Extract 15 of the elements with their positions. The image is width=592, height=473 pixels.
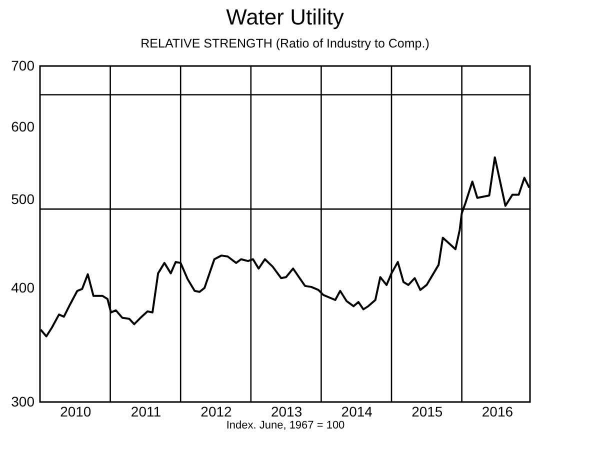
- text: Index. June, 1967 = 100: [226, 420, 345, 432]
- y-tick-label: 700: [11, 58, 35, 74]
- y-tick-label: 300: [11, 394, 35, 410]
- y-tick-label: 500: [11, 190, 35, 207]
- chart-title: Water Utility: [226, 4, 344, 30]
- chart-subtitle: RELATIVE STRENGTH (Ratio of Industry to Comp.): [140, 36, 430, 50]
- y-tick-label: 400: [11, 279, 35, 296]
- x-tick-label: 2014: [341, 404, 373, 420]
- x-tick-label: 2011: [130, 404, 162, 420]
- x-tick-label: 2012: [200, 404, 232, 420]
- x-tick-label: 2010: [60, 404, 92, 420]
- x-tick-label: 2013: [270, 404, 302, 420]
- x-tick-label: 2015: [412, 404, 443, 420]
- x-tick-label: 2016: [482, 404, 514, 420]
- y-tick-label: 600: [11, 118, 35, 135]
